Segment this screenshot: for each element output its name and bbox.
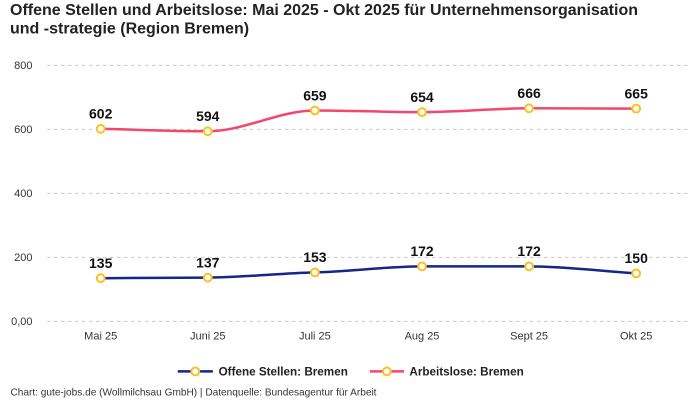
svg-text:Sept 25: Sept 25: [510, 331, 548, 343]
svg-text:602: 602: [89, 106, 113, 122]
svg-text:400: 400: [14, 188, 32, 200]
svg-text:654: 654: [410, 89, 434, 105]
svg-text:135: 135: [89, 255, 113, 271]
svg-text:Mai 25: Mai 25: [84, 331, 117, 343]
svg-text:666: 666: [517, 85, 541, 101]
svg-text:172: 172: [410, 243, 434, 259]
svg-text:200: 200: [14, 252, 32, 264]
svg-text:137: 137: [196, 254, 220, 270]
svg-text:0,00: 0,00: [11, 316, 32, 328]
svg-text:594: 594: [196, 108, 220, 124]
svg-text:153: 153: [303, 249, 327, 265]
svg-text:150: 150: [625, 250, 649, 266]
svg-text:und -strategie (Region Bremen): und -strategie (Region Bremen): [10, 20, 249, 37]
svg-text:Juni 25: Juni 25: [190, 331, 225, 343]
svg-text:Chart: gute-jobs.de (Wollmilch: Chart: gute-jobs.de (Wollmilchsau GmbH) …: [11, 387, 377, 398]
svg-text:Arbeitslose: Bremen: Arbeitslose: Bremen: [409, 366, 523, 379]
svg-text:800: 800: [14, 60, 32, 72]
svg-text:665: 665: [625, 85, 649, 101]
svg-text:Aug 25: Aug 25: [405, 331, 440, 343]
svg-text:600: 600: [14, 124, 32, 136]
svg-text:Offene Stellen und Arbeitslose: Offene Stellen und Arbeitslose: Mai 2025…: [10, 2, 638, 19]
svg-text:172: 172: [517, 243, 541, 259]
svg-text:Offene Stellen: Bremen: Offene Stellen: Bremen: [219, 366, 348, 379]
svg-text:Okt 25: Okt 25: [620, 331, 652, 343]
svg-text:659: 659: [303, 87, 327, 103]
svg-text:Juli 25: Juli 25: [299, 331, 331, 343]
